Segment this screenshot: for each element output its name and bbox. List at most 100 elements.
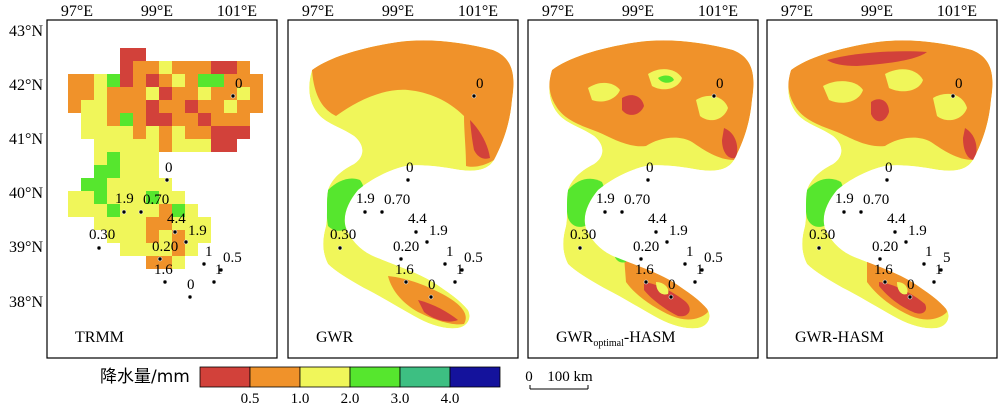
longitude-label: 97°E	[302, 3, 334, 20]
pixel-cell	[81, 100, 94, 113]
pixel-cell	[237, 74, 250, 87]
pixel-cell	[198, 139, 211, 152]
station-value-label: 0.20	[872, 239, 898, 255]
precip-zone	[827, 51, 927, 66]
pixel-cell	[172, 243, 185, 256]
station-point	[96, 245, 102, 251]
pixel-cell	[133, 126, 146, 139]
precip-zone	[644, 282, 690, 317]
pixel-cell	[81, 113, 94, 126]
pixel-cell	[94, 126, 107, 139]
pixel-cell	[107, 178, 120, 191]
pixel-cell	[107, 139, 120, 152]
pixel-cell	[107, 113, 120, 126]
station-value-label: 1.6	[395, 262, 414, 278]
precipitation-legend: 降水量/mm 0.5 1.0 2.0 3.0 4.0	[100, 366, 501, 407]
station-value-label: 0.30	[330, 227, 356, 243]
station-value-label: 0	[165, 160, 173, 176]
station-point	[138, 209, 144, 215]
pixel-cell	[94, 100, 107, 113]
pixel-cell	[198, 100, 211, 113]
pixel-cell	[250, 74, 263, 87]
pixel-cell	[185, 113, 198, 126]
station-point	[403, 279, 409, 285]
station-point	[645, 177, 651, 183]
station-point	[577, 245, 583, 251]
longitude-label: 97°E	[61, 3, 93, 20]
station-point	[211, 279, 217, 285]
legend-swatch	[199, 366, 251, 388]
station-point	[950, 93, 956, 99]
legend-tick-label: 4.0	[441, 391, 460, 405]
longitude-label: 97°E	[781, 3, 813, 20]
longitude-label: 101°E	[458, 3, 498, 20]
station-point	[907, 294, 913, 300]
pixel-cell	[120, 152, 133, 165]
pixel-cell	[133, 230, 146, 243]
map-panel-gwr-hasm: 97°E 99°E 101°E 0 0 1.9 0.70 4.4 0.30 1.9 0.20 1 5 1.…	[766, 3, 998, 359]
legend-swatch	[249, 366, 301, 388]
pixel-cell	[211, 139, 224, 152]
pixel-cell	[198, 217, 211, 230]
station-point	[638, 256, 644, 262]
station-value-label: 1	[456, 262, 464, 278]
pixel-cell	[120, 165, 133, 178]
station-point	[172, 229, 178, 235]
station-point	[882, 279, 888, 285]
pixel-cell	[211, 87, 224, 100]
precip-zone	[788, 40, 993, 160]
pixel-cell	[185, 61, 198, 74]
station-point	[938, 267, 944, 273]
pixel-cell	[68, 100, 81, 113]
station-point	[183, 239, 189, 245]
station-value-label: 0	[476, 76, 484, 92]
pixel-cell	[237, 113, 250, 126]
pixel-cell	[81, 178, 94, 191]
pixel-cell	[94, 139, 107, 152]
longitude-label: 99°E	[141, 3, 173, 20]
station-point	[452, 279, 458, 285]
precip-zone	[722, 128, 738, 159]
station-point	[164, 177, 170, 183]
pixel-cell	[159, 217, 172, 230]
station-point	[459, 267, 465, 273]
station-point	[187, 294, 193, 300]
pixel-cell	[146, 152, 159, 165]
pixel-cell	[133, 100, 146, 113]
pixel-cell	[133, 113, 146, 126]
pixel-cell	[211, 113, 224, 126]
legend-tick-label: 1.0	[291, 391, 310, 405]
pixel-cell	[146, 165, 159, 178]
pixel-cell	[120, 217, 133, 230]
station-value-label: 0	[428, 277, 436, 293]
station-point	[841, 209, 847, 215]
pixel-cell	[68, 87, 81, 100]
longitude-label: 101°E	[937, 3, 977, 20]
pixel-cell	[159, 139, 172, 152]
precip-zone	[871, 99, 889, 122]
station-value-label: 0	[885, 160, 893, 176]
station-point	[692, 279, 698, 285]
station-value-label: 1.9	[429, 223, 448, 239]
station-point	[877, 256, 883, 262]
pixel-cell	[198, 74, 211, 87]
pixel-cell	[146, 61, 159, 74]
station-value-label: 1	[205, 244, 213, 260]
latitude-label: 43°N	[9, 23, 43, 40]
pixel-cell	[120, 178, 133, 191]
precip-zone	[963, 128, 977, 160]
pixel-cell	[146, 113, 159, 126]
pixel-cell	[224, 74, 237, 87]
station-point	[362, 209, 368, 215]
station-value-label: 4.4	[408, 211, 427, 227]
scale-zero-label: 0	[525, 369, 533, 385]
legend-tick-label: 0.5	[241, 391, 260, 405]
station-point	[619, 209, 625, 215]
pixel-cell	[211, 74, 224, 87]
pixel-cell	[94, 191, 107, 204]
pixel-cell	[94, 74, 107, 87]
station-value-label: 0.30	[570, 227, 596, 243]
panel-label-tail: -HASM	[624, 329, 676, 346]
panel-label-main: GWR	[556, 329, 594, 346]
